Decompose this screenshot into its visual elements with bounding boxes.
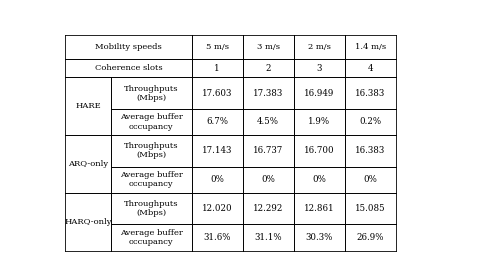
Text: 2 m/s: 2 m/s — [308, 43, 331, 51]
Text: ARQ-only: ARQ-only — [68, 160, 108, 168]
Text: 17.383: 17.383 — [253, 89, 283, 98]
Text: Coherence slots: Coherence slots — [95, 64, 162, 72]
Text: 1.9%: 1.9% — [308, 117, 330, 126]
Text: 0%: 0% — [312, 175, 326, 184]
Text: 6.7%: 6.7% — [206, 117, 228, 126]
Text: 16.383: 16.383 — [355, 89, 385, 98]
Text: 16.949: 16.949 — [304, 89, 334, 98]
Text: 16.737: 16.737 — [253, 146, 283, 155]
Text: 12.861: 12.861 — [304, 204, 334, 213]
Text: 17.143: 17.143 — [202, 146, 232, 155]
Text: 17.603: 17.603 — [202, 89, 232, 98]
Text: Throughputs
(Mbps): Throughputs (Mbps) — [124, 200, 179, 217]
Text: Throughputs
(Mbps): Throughputs (Mbps) — [124, 85, 179, 102]
Text: 2: 2 — [265, 64, 271, 73]
Text: 0%: 0% — [261, 175, 275, 184]
Text: Mobility speeds: Mobility speeds — [95, 43, 162, 51]
Text: 26.9%: 26.9% — [356, 233, 384, 242]
Text: 0%: 0% — [363, 175, 377, 184]
Text: 16.383: 16.383 — [355, 146, 385, 155]
Text: 3: 3 — [316, 64, 322, 73]
Text: 4: 4 — [367, 64, 373, 73]
Text: Throughputs
(Mbps): Throughputs (Mbps) — [124, 142, 179, 160]
Text: 1.4 m/s: 1.4 m/s — [355, 43, 386, 51]
Text: 5 m/s: 5 m/s — [206, 43, 229, 51]
Text: 15.085: 15.085 — [355, 204, 386, 213]
Text: HARE: HARE — [75, 102, 101, 110]
Text: 0.2%: 0.2% — [359, 117, 381, 126]
Text: 12.292: 12.292 — [253, 204, 283, 213]
Text: Average buffer
occupancy: Average buffer occupancy — [120, 113, 183, 131]
Text: HARQ-only: HARQ-only — [64, 218, 112, 226]
Text: 3 m/s: 3 m/s — [256, 43, 279, 51]
Text: 30.3%: 30.3% — [305, 233, 333, 242]
Text: Average buffer
occupancy: Average buffer occupancy — [120, 229, 183, 246]
Text: 4.5%: 4.5% — [257, 117, 279, 126]
Text: 12.020: 12.020 — [202, 204, 233, 213]
Text: 31.6%: 31.6% — [203, 233, 231, 242]
Text: 1: 1 — [214, 64, 220, 73]
Text: 0%: 0% — [210, 175, 224, 184]
Text: Average buffer
occupancy: Average buffer occupancy — [120, 171, 183, 188]
Text: 31.1%: 31.1% — [254, 233, 282, 242]
Text: 16.700: 16.700 — [304, 146, 334, 155]
